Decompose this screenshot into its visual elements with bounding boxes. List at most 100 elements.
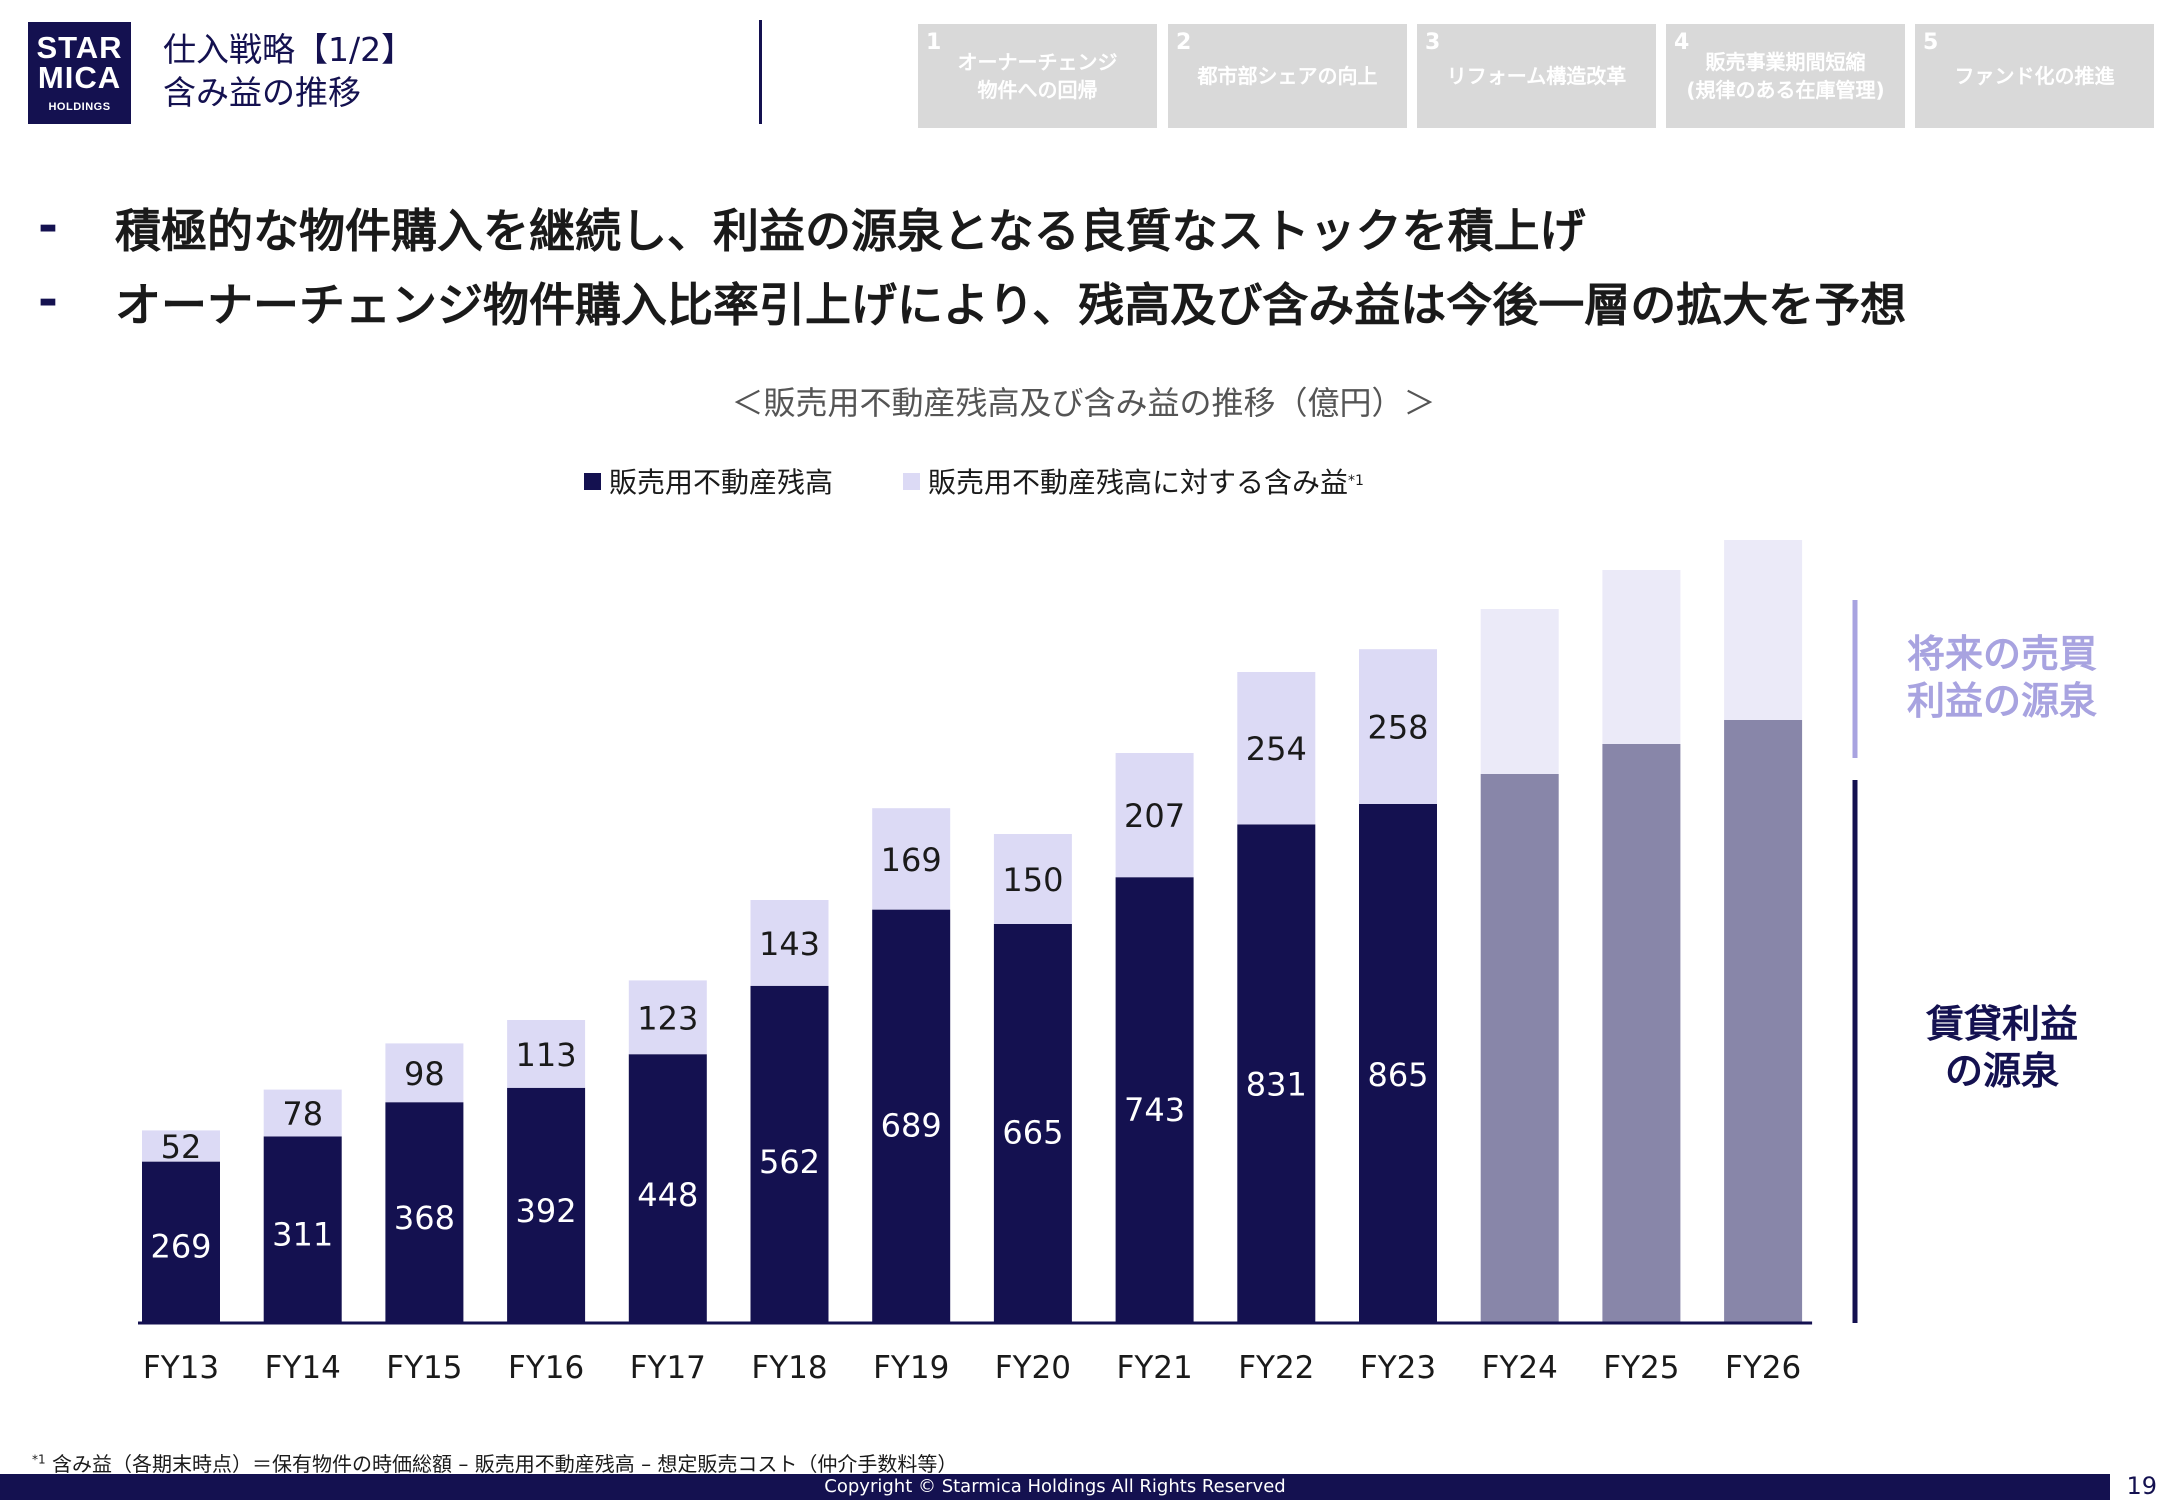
- legend-swatch-navy: [584, 472, 601, 490]
- data-label-balance: 665: [1002, 1113, 1063, 1151]
- side-label-future: 将来の売買 利益の源泉: [1906, 632, 2097, 723]
- x-tick-label: FY22: [1238, 1350, 1314, 1386]
- legend-label: 販売用不動産残高に対する含み益: [928, 466, 1349, 499]
- bullet-mark: -: [38, 272, 58, 328]
- data-label-balance: 269: [150, 1228, 211, 1266]
- logo-line3: HOLDINGS: [48, 101, 111, 113]
- page-title: 仕入戦略【1/2】 含み益の推移: [163, 28, 414, 114]
- x-tick-label: FY20: [995, 1350, 1071, 1386]
- bar-gain-fy16: [507, 1020, 586, 1088]
- page-title-line2: 含み益の推移: [163, 73, 361, 112]
- data-label-gain: 143: [759, 925, 820, 963]
- tab-label: リフォーム構造改革: [1446, 64, 1627, 88]
- bar-balance-fy21: [1115, 877, 1194, 1323]
- x-tick-label: FY16: [508, 1350, 584, 1386]
- x-tick-label: FY25: [1603, 1350, 1679, 1386]
- data-label-balance: 743: [1124, 1091, 1185, 1129]
- footer-bar: Copyright © Starmica Holdings All Rights…: [0, 1474, 2110, 1500]
- header-divider: [759, 20, 762, 124]
- data-label-gain: 258: [1367, 709, 1428, 747]
- tab-number: 5: [1923, 30, 1939, 55]
- tab-number: 2: [1176, 30, 1192, 55]
- bar-balance-fy24: [1480, 774, 1559, 1323]
- company-logo: STAR MICA HOLDINGS: [28, 22, 131, 124]
- copyright-text: Copyright © Starmica Holdings All Rights…: [824, 1476, 1286, 1497]
- bar-gain-fy20: [993, 834, 1072, 924]
- bar-balance-fy19: [872, 909, 951, 1323]
- x-tick-label: FY18: [751, 1350, 827, 1386]
- bar-balance-fy20: [993, 924, 1072, 1323]
- tab-label: 都市部シェアの向上: [1197, 64, 1378, 88]
- bullet-text-2: オーナーチェンジ物件購入比率引上げにより、残高及び含み益は今後一層の拡大を予想: [115, 278, 1907, 332]
- data-label-gain: 150: [1002, 861, 1063, 899]
- bar-balance-fy15: [385, 1102, 464, 1323]
- data-label-balance: 689: [881, 1107, 942, 1145]
- x-tick-label: FY19: [873, 1350, 949, 1386]
- bar-gain-fy24: [1480, 609, 1559, 774]
- bar-balance-fy18: [750, 985, 829, 1323]
- data-label-balance: 392: [516, 1192, 577, 1230]
- tab-number: 1: [926, 30, 942, 55]
- bar-balance-fy16: [507, 1087, 586, 1323]
- data-label-gain: 113: [516, 1036, 577, 1074]
- tab-sales-period[interactable]: 4 販売事業期間短縮 (規律のある在庫管理): [1666, 24, 1905, 128]
- bar-balance-fy26: [1724, 720, 1803, 1323]
- data-label-gain: 78: [282, 1095, 323, 1133]
- bar-balance-fy25: [1602, 744, 1681, 1323]
- legend-swatch-lavender: [903, 472, 920, 490]
- data-label-balance: 311: [272, 1215, 333, 1253]
- bar-gain-fy21: [1115, 753, 1194, 878]
- bar-gain-fy13: [142, 1130, 220, 1162]
- bar-balance-fy23: [1359, 804, 1437, 1323]
- tab-number: 4: [1674, 30, 1690, 55]
- x-tick-label: FY17: [630, 1350, 706, 1386]
- bar-gain-fy15: [385, 1043, 464, 1103]
- logo-line2: MICA: [37, 60, 122, 95]
- x-tick-label: FY14: [265, 1350, 341, 1386]
- data-label-gain: 169: [881, 841, 942, 879]
- data-label-balance: 831: [1246, 1066, 1307, 1104]
- x-tick-label: FY15: [386, 1350, 462, 1386]
- data-label-balance: 368: [394, 1199, 455, 1237]
- bar-balance-fy13: [142, 1161, 220, 1323]
- tab-reform[interactable]: 3 リフォーム構造改革: [1417, 24, 1656, 128]
- legend-label: 販売用不動産残高: [609, 466, 834, 499]
- legend-item-balance: 販売用不動産残高: [584, 461, 833, 501]
- bar-gain-fy14: [263, 1089, 342, 1137]
- tab-label: 販売事業期間短縮 (規律のある在庫管理): [1686, 50, 1885, 102]
- x-tick-label: FY23: [1360, 1350, 1436, 1386]
- data-label-gain: 254: [1246, 730, 1307, 768]
- bullet-text-1: 積極的な物件購入を継続し、利益の源泉となる良質なストックを積上げ: [115, 204, 1586, 258]
- data-label-gain: 98: [404, 1055, 445, 1093]
- bar-gain-fy17: [628, 980, 707, 1055]
- stacked-bar-chart: 269 52 FY13 311 78 FY14 368 98 FY15 392 113 FY16 448…: [138, 540, 1858, 1386]
- x-tick-label: FY24: [1482, 1350, 1558, 1386]
- chart-title: ＜販売用不動産残高及び含み益の推移（億円）＞: [731, 384, 1436, 422]
- data-label-gain: 52: [161, 1128, 202, 1166]
- legend-footnote-mark: *1: [1348, 473, 1364, 489]
- data-label-balance: 865: [1367, 1056, 1428, 1094]
- tab-urban-share[interactable]: 2 都市部シェアの向上: [1168, 24, 1407, 128]
- data-label-gain: 207: [1124, 797, 1185, 835]
- footnote-mark: *1: [32, 1452, 46, 1467]
- bar-gain-fy23: [1359, 649, 1437, 804]
- bar-gain-fy25: [1602, 570, 1681, 744]
- page-title-line1: 仕入戦略【1/2】: [163, 30, 415, 69]
- logo-line1: STAR: [36, 30, 123, 65]
- tab-number: 3: [1425, 30, 1441, 55]
- data-label-gain: 123: [637, 999, 698, 1037]
- bar-gain-fy18: [750, 900, 829, 986]
- bar-gain-fy26: [1724, 540, 1803, 720]
- footnote: *1 含み益（各期末時点）＝保有物件の時価総額 – 販売用不動産残高 – 想定販…: [32, 1448, 957, 1477]
- bar-gain-fy22: [1237, 672, 1316, 825]
- data-label-balance: 448: [637, 1176, 698, 1214]
- page-number: 19: [2126, 1472, 2157, 1500]
- bar-balance-fy17: [628, 1054, 707, 1323]
- bullet-mark: -: [38, 198, 58, 254]
- footnote-text: 含み益（各期末時点）＝保有物件の時価総額 – 販売用不動産残高 – 想定販売コス…: [52, 1452, 958, 1476]
- tab-owner-change[interactable]: 1 オーナーチェンジ 物件への回帰: [918, 24, 1157, 128]
- tab-label: オーナーチェンジ 物件への回帰: [957, 50, 1118, 102]
- tab-fund[interactable]: 5 ファンド化の推進: [1915, 24, 2154, 128]
- bar-balance-fy22: [1237, 824, 1316, 1323]
- bar-gain-fy19: [872, 808, 951, 910]
